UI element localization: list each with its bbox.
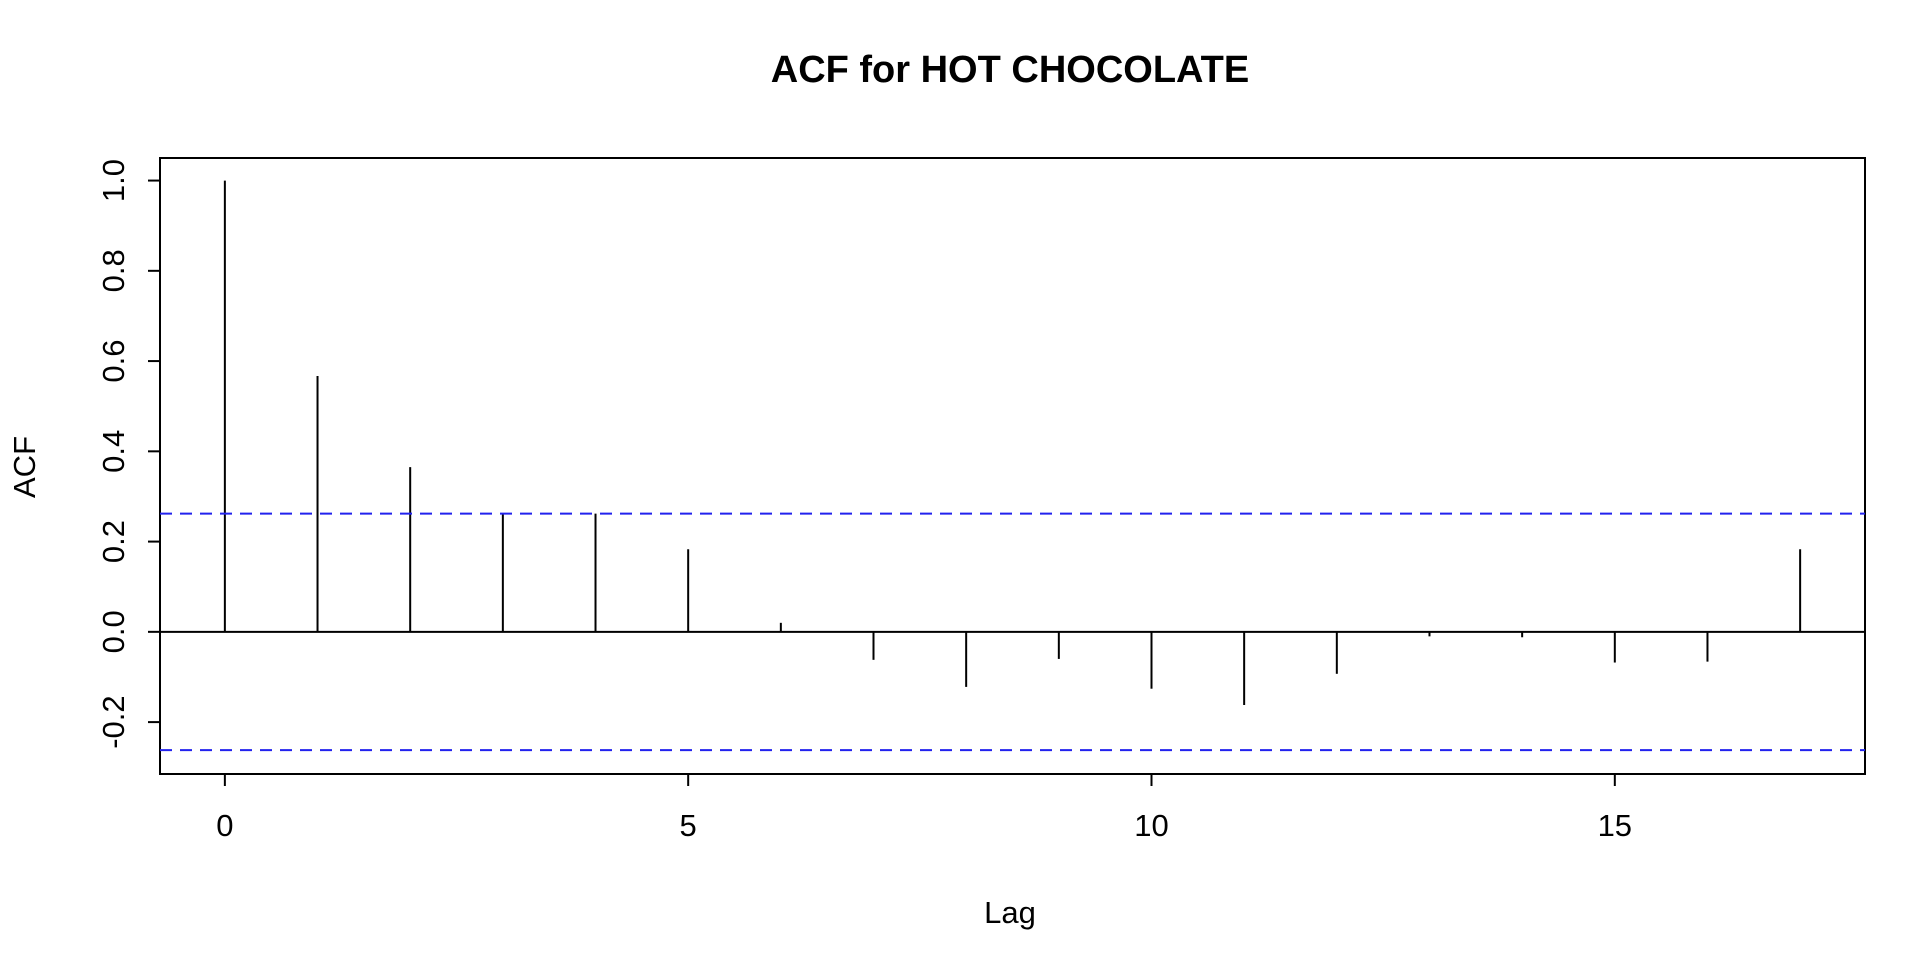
y-tick-label: 1.0 — [96, 159, 131, 202]
chart-title: ACF for HOT CHOCOLATE — [771, 49, 1249, 91]
y-tick-label: 0.4 — [96, 430, 131, 473]
x-tick-label: 15 — [1598, 808, 1632, 843]
y-tick-label: 0.6 — [96, 340, 131, 383]
x-tick-label: 10 — [1134, 808, 1168, 843]
confidence-bounds — [160, 512, 1865, 752]
y-tick-label: 0.2 — [96, 520, 131, 563]
x-tick-label: 5 — [680, 808, 697, 843]
y-tick-label: -0.2 — [96, 695, 131, 748]
acf-spikes — [223, 180, 1802, 705]
y-axis-label: ACF — [7, 436, 42, 498]
y-tick-label: 0.0 — [96, 610, 131, 653]
x-axis-label: Lag — [984, 895, 1036, 930]
y-axis: -0.2 0.0 0.2 0.4 0.6 0.8 1.0 — [96, 159, 161, 749]
plot-frame — [159, 157, 1866, 775]
x-axis: 0 5 10 15 — [216, 773, 1632, 843]
y-tick-label: 0.8 — [96, 249, 131, 292]
x-tick-label: 0 — [216, 808, 233, 843]
